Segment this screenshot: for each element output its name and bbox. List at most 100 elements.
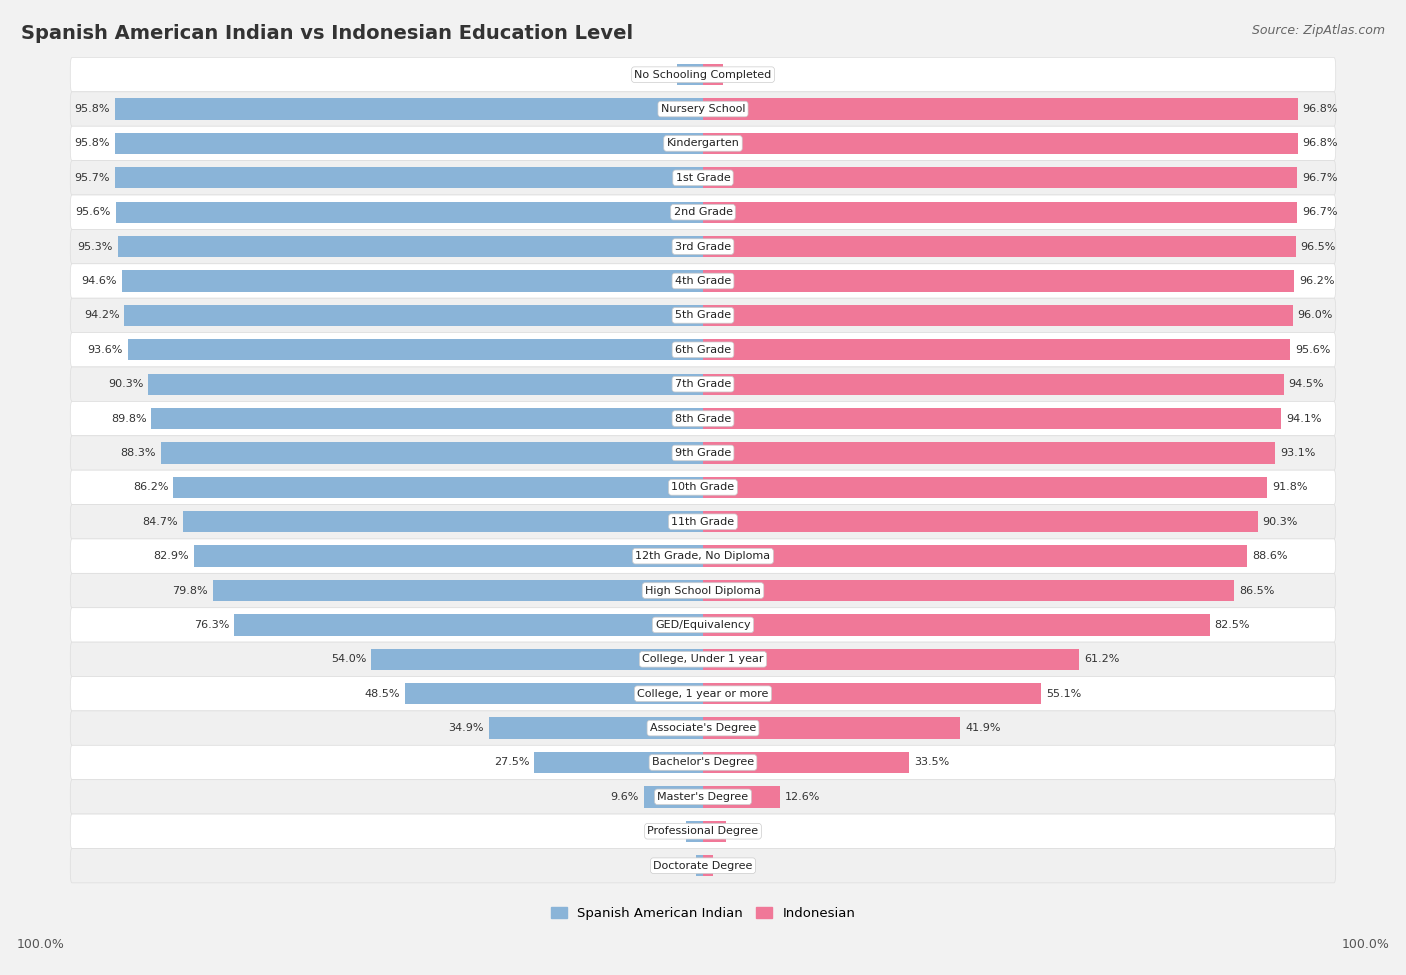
Text: 10th Grade: 10th Grade bbox=[672, 483, 734, 492]
FancyBboxPatch shape bbox=[70, 539, 1336, 573]
Text: 79.8%: 79.8% bbox=[173, 586, 208, 596]
Text: GED/Equivalency: GED/Equivalency bbox=[655, 620, 751, 630]
Text: Professional Degree: Professional Degree bbox=[647, 826, 759, 837]
Bar bbox=[703, 648, 1078, 670]
FancyBboxPatch shape bbox=[70, 229, 1336, 264]
Bar bbox=[703, 786, 780, 807]
Bar bbox=[703, 167, 1296, 188]
FancyBboxPatch shape bbox=[70, 367, 1336, 402]
Text: 88.3%: 88.3% bbox=[120, 448, 156, 458]
Bar bbox=[703, 580, 1234, 602]
Text: 94.2%: 94.2% bbox=[84, 310, 120, 321]
FancyBboxPatch shape bbox=[70, 402, 1336, 436]
Bar bbox=[703, 133, 1298, 154]
Text: 95.8%: 95.8% bbox=[75, 138, 110, 148]
Text: 82.9%: 82.9% bbox=[153, 551, 188, 562]
FancyBboxPatch shape bbox=[70, 195, 1336, 229]
Bar bbox=[703, 373, 1284, 395]
Text: 5th Grade: 5th Grade bbox=[675, 310, 731, 321]
FancyBboxPatch shape bbox=[70, 504, 1336, 539]
Text: 12th Grade, No Diploma: 12th Grade, No Diploma bbox=[636, 551, 770, 562]
Text: 95.6%: 95.6% bbox=[76, 208, 111, 217]
Text: 4.2%: 4.2% bbox=[644, 69, 672, 80]
Text: 100.0%: 100.0% bbox=[1341, 938, 1389, 951]
Bar bbox=[115, 167, 703, 188]
FancyBboxPatch shape bbox=[70, 848, 1336, 883]
Text: 94.1%: 94.1% bbox=[1286, 413, 1322, 423]
Bar bbox=[148, 373, 703, 395]
FancyBboxPatch shape bbox=[70, 436, 1336, 470]
Bar bbox=[371, 648, 703, 670]
Text: 1.6%: 1.6% bbox=[717, 861, 747, 871]
Text: No Schooling Completed: No Schooling Completed bbox=[634, 69, 772, 80]
Text: 41.9%: 41.9% bbox=[966, 723, 1001, 733]
FancyBboxPatch shape bbox=[70, 264, 1336, 298]
Text: 61.2%: 61.2% bbox=[1084, 654, 1119, 664]
Bar bbox=[703, 614, 1209, 636]
Bar bbox=[235, 614, 703, 636]
Text: 95.6%: 95.6% bbox=[1295, 345, 1330, 355]
FancyBboxPatch shape bbox=[70, 745, 1336, 780]
Bar bbox=[534, 752, 703, 773]
Text: 90.3%: 90.3% bbox=[108, 379, 143, 389]
Text: 4th Grade: 4th Grade bbox=[675, 276, 731, 286]
Text: 34.9%: 34.9% bbox=[449, 723, 484, 733]
Text: 2.7%: 2.7% bbox=[652, 826, 682, 837]
Bar bbox=[703, 683, 1042, 704]
Bar bbox=[703, 64, 723, 85]
Text: 96.7%: 96.7% bbox=[1302, 208, 1337, 217]
Text: 82.5%: 82.5% bbox=[1215, 620, 1250, 630]
Text: 88.6%: 88.6% bbox=[1253, 551, 1288, 562]
FancyBboxPatch shape bbox=[70, 780, 1336, 814]
Text: High School Diploma: High School Diploma bbox=[645, 586, 761, 596]
Text: 76.3%: 76.3% bbox=[194, 620, 229, 630]
FancyBboxPatch shape bbox=[70, 92, 1336, 126]
Text: 96.0%: 96.0% bbox=[1298, 310, 1333, 321]
Text: 95.3%: 95.3% bbox=[77, 242, 112, 252]
Text: College, Under 1 year: College, Under 1 year bbox=[643, 654, 763, 664]
FancyBboxPatch shape bbox=[70, 814, 1336, 848]
FancyBboxPatch shape bbox=[70, 470, 1336, 504]
Bar bbox=[703, 443, 1275, 464]
Bar bbox=[122, 270, 703, 292]
Text: 94.6%: 94.6% bbox=[82, 276, 117, 286]
Bar bbox=[212, 580, 703, 602]
Bar bbox=[703, 821, 725, 842]
Text: 95.8%: 95.8% bbox=[75, 104, 110, 114]
Text: 93.1%: 93.1% bbox=[1279, 448, 1315, 458]
Bar bbox=[128, 339, 703, 361]
Text: 3.7%: 3.7% bbox=[731, 826, 759, 837]
Text: 3rd Grade: 3rd Grade bbox=[675, 242, 731, 252]
Text: 48.5%: 48.5% bbox=[364, 688, 401, 699]
Legend: Spanish American Indian, Indonesian: Spanish American Indian, Indonesian bbox=[546, 902, 860, 925]
FancyBboxPatch shape bbox=[70, 161, 1336, 195]
Text: 3.2%: 3.2% bbox=[727, 69, 756, 80]
FancyBboxPatch shape bbox=[70, 711, 1336, 745]
Text: 54.0%: 54.0% bbox=[330, 654, 367, 664]
Text: 96.8%: 96.8% bbox=[1302, 138, 1339, 148]
FancyBboxPatch shape bbox=[70, 573, 1336, 607]
Bar bbox=[114, 98, 703, 120]
Bar bbox=[703, 545, 1247, 566]
Bar bbox=[160, 443, 703, 464]
Bar bbox=[118, 236, 703, 257]
Bar bbox=[703, 752, 908, 773]
Text: 94.5%: 94.5% bbox=[1288, 379, 1324, 389]
Text: 96.7%: 96.7% bbox=[1302, 173, 1337, 183]
Bar bbox=[194, 545, 703, 566]
Bar bbox=[703, 236, 1296, 257]
Text: Master's Degree: Master's Degree bbox=[658, 792, 748, 801]
Bar bbox=[678, 64, 703, 85]
Text: 7th Grade: 7th Grade bbox=[675, 379, 731, 389]
Text: Kindergarten: Kindergarten bbox=[666, 138, 740, 148]
Bar bbox=[115, 202, 703, 223]
Text: 96.5%: 96.5% bbox=[1301, 242, 1336, 252]
Bar bbox=[124, 305, 703, 326]
Text: 84.7%: 84.7% bbox=[142, 517, 177, 526]
FancyBboxPatch shape bbox=[70, 677, 1336, 711]
Bar bbox=[703, 855, 713, 877]
Bar bbox=[114, 133, 703, 154]
Text: Nursery School: Nursery School bbox=[661, 104, 745, 114]
Bar bbox=[405, 683, 703, 704]
Text: Source: ZipAtlas.com: Source: ZipAtlas.com bbox=[1251, 24, 1385, 37]
